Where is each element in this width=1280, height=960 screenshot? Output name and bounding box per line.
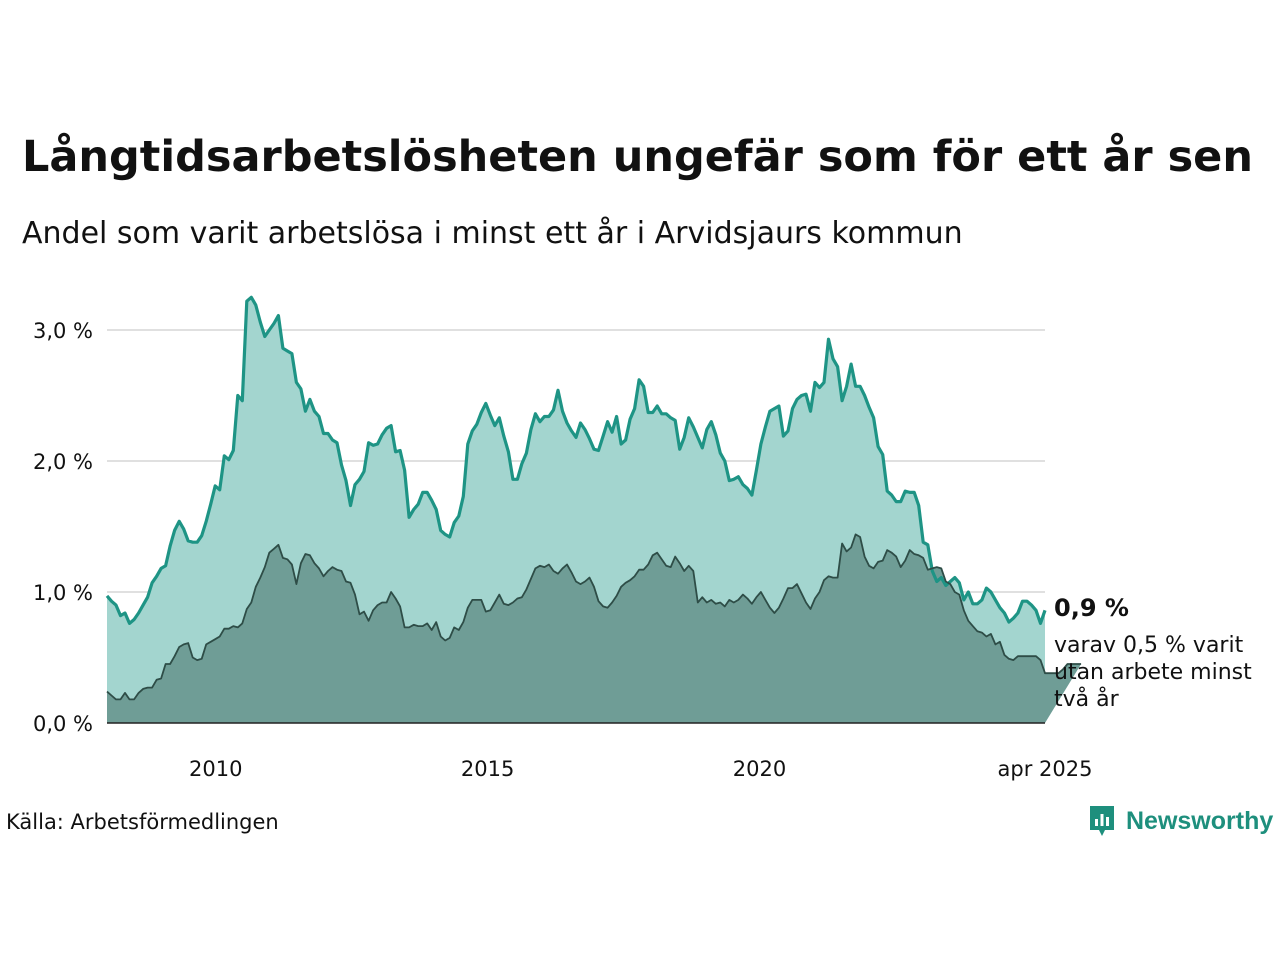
x-tick-label: apr 2025 xyxy=(998,757,1093,781)
series-one-year-line xyxy=(105,295,1047,625)
brand-logo: Newsworthy xyxy=(1088,804,1273,838)
x-tick-label: 2015 xyxy=(461,757,514,781)
series-two-years-line xyxy=(106,533,1082,701)
chart-title: Långtidsarbetslösheten ungefär som för e… xyxy=(22,132,1253,182)
y-tick-label: 2,0 % xyxy=(33,450,93,474)
axes: 0,0 % 1,0 % 2,0 % 3,0 % 2010 2015 2020 apr 2025 xyxy=(33,319,1093,781)
latest-value-label: 0,9 % xyxy=(1054,594,1129,622)
x-tick-label: 2010 xyxy=(189,757,242,781)
y-tick-label: 3,0 % xyxy=(33,319,93,343)
y-tick-label: 0,0 % xyxy=(33,712,93,736)
brand-name: Newsworthy xyxy=(1126,806,1274,835)
x-tick-label: 2020 xyxy=(733,757,786,781)
latest-value-note: varav 0,5 % varit utan arbete minst två … xyxy=(1054,633,1252,712)
source-note: Källa: Arbetsförmedlingen xyxy=(6,810,279,834)
series-two-years-area xyxy=(107,534,1082,723)
series-areas xyxy=(105,295,1082,723)
chart-subtitle: Andel som varit arbetslösa i minst ett å… xyxy=(22,216,963,251)
y-tick-label: 1,0 % xyxy=(33,581,93,605)
newsworthy-logo-icon xyxy=(1090,806,1114,836)
